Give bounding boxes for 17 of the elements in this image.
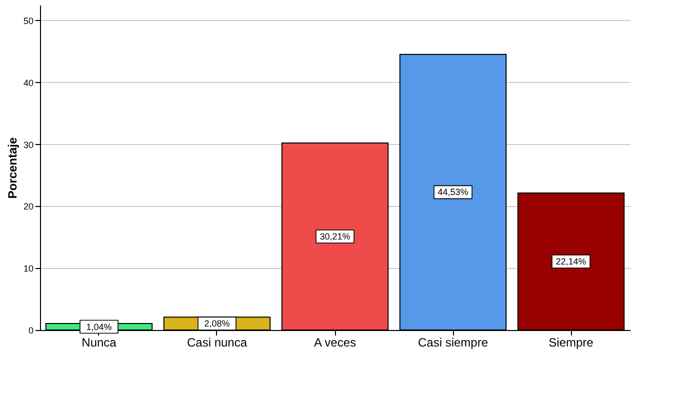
x-tick-label: Casi siempre (418, 336, 488, 350)
y-tick-label: 20 (23, 202, 34, 212)
x-tick-label: A veces (314, 336, 356, 350)
x-tick-label: Casi nunca (186, 336, 248, 350)
data-label: 30,21% (320, 231, 350, 242)
data-label: 2,08% (204, 318, 230, 329)
y-tick-label: 10 (23, 264, 34, 274)
y-tick-label: 30 (23, 140, 34, 150)
y-tick-label: 50 (23, 16, 34, 26)
data-label: 1,04% (86, 322, 112, 332)
y-axis-title: Porcentaje (5, 136, 20, 199)
data-label: 44,53% (438, 187, 468, 198)
y-tick-label: 40 (23, 78, 34, 88)
y-tick-label: 0 (28, 326, 34, 336)
x-tick-label: Siempre (548, 336, 594, 350)
data-label: 22,14% (556, 256, 586, 266)
x-tick-label: Nunca (82, 336, 117, 350)
